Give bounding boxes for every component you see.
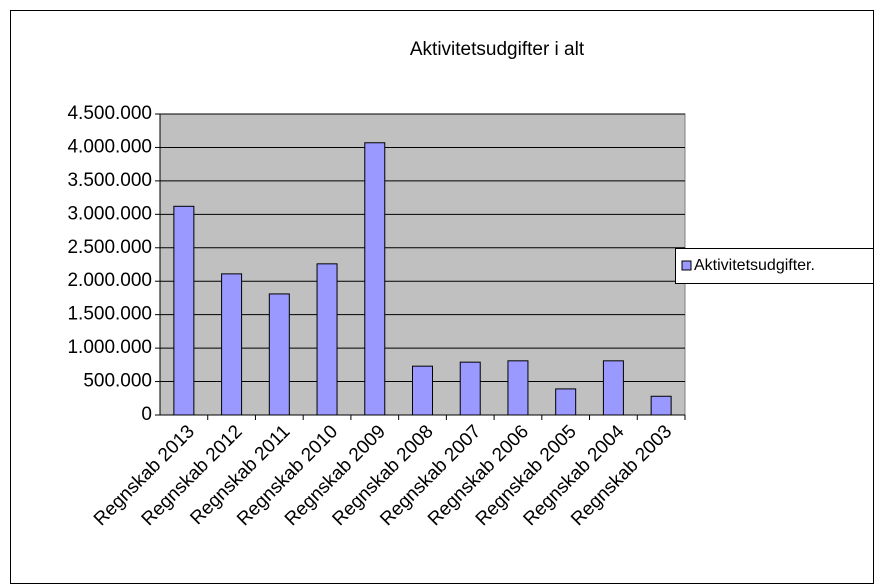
- y-tick-label: 3.500.000: [67, 170, 152, 191]
- bar: [459, 361, 481, 416]
- y-tick-label: 500.000: [83, 371, 152, 392]
- chart-title: Aktivitetsudgifter i alt: [410, 39, 585, 60]
- legend-swatch: [681, 260, 692, 271]
- y-tick-label: 2.500.000: [67, 237, 152, 258]
- bar: [650, 395, 672, 416]
- bar: [507, 360, 529, 416]
- y-tick-label: 1.500.000: [67, 304, 152, 325]
- bar: [268, 293, 290, 416]
- y-tick-label: 4.500.000: [67, 103, 152, 124]
- bar: [221, 273, 243, 416]
- legend-box: [675, 248, 874, 284]
- y-tick-label: 4.000.000: [67, 136, 152, 157]
- plot-area: [159, 113, 686, 416]
- y-tick-label: 3.000.000: [67, 203, 152, 224]
- bar: [364, 142, 386, 416]
- y-tick-label: 0: [141, 404, 152, 425]
- legend-label: Aktivitetsudgifter.: [694, 257, 815, 274]
- bar: [316, 263, 338, 416]
- bar: [412, 365, 433, 416]
- y-tick-label: 1.000.000: [67, 337, 152, 358]
- bar: [555, 388, 577, 416]
- bar: [602, 360, 624, 416]
- bar: [173, 205, 195, 416]
- y-tick-label: 2.000.000: [67, 270, 152, 291]
